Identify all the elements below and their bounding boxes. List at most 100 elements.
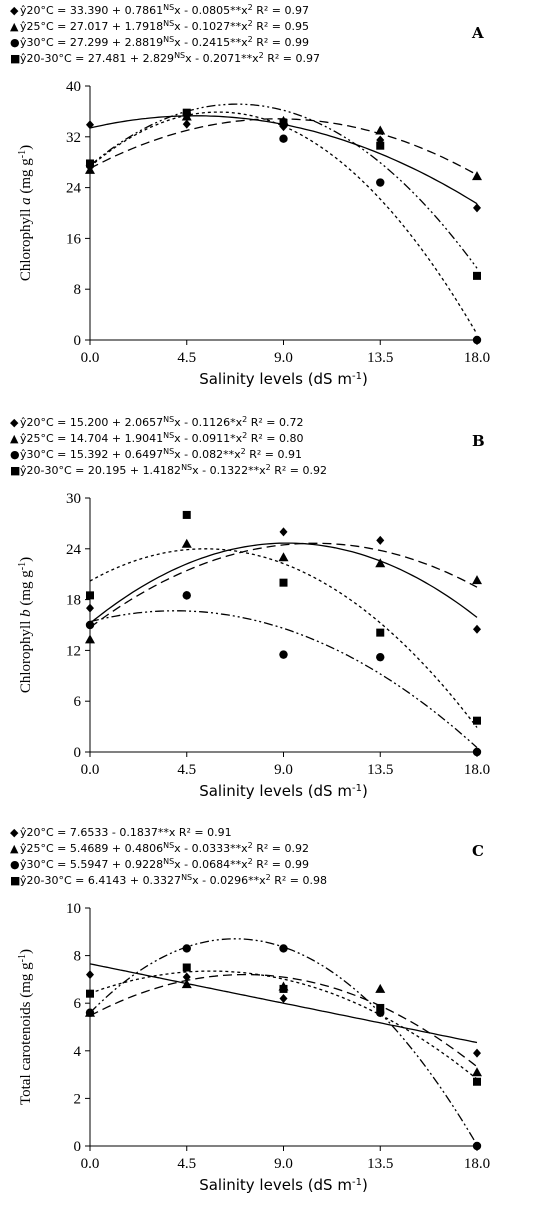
x-axis-label: Salinity levels (dS m-1) <box>199 782 368 800</box>
regression-equation: ŷ20°C = 7.6533 - 0.1837**x R² = 0.91 <box>20 826 232 839</box>
equation-middle: x - 0.082**x <box>174 448 241 461</box>
data-point-circle <box>376 652 385 662</box>
equation-significance: NS <box>163 415 174 424</box>
equation-significance: NS <box>163 3 174 12</box>
y-tick-label: 10 <box>66 901 81 917</box>
equation-lead: ŷ25°C = 5.4689 + 0.4806 <box>20 842 163 855</box>
data-point-circle <box>376 178 385 187</box>
equation-middle: x - 0.0805**x <box>174 4 248 17</box>
panel-b: ◆ ŷ20°C = 15.200 + 2.0657NSx - 0.1126*x2 … <box>10 415 490 800</box>
x-tick-label: 13.5 <box>367 1156 393 1172</box>
x-tick-label: 9.0 <box>274 762 293 778</box>
data-point-triangle <box>472 1067 482 1077</box>
fit-curve-circle <box>90 610 478 749</box>
y-tick-label: 0 <box>74 333 82 349</box>
data-point-triangle <box>472 171 482 181</box>
data-point-circle <box>279 944 288 953</box>
fit-curve-diamond <box>90 963 478 1044</box>
y-label-end: ) <box>18 145 34 150</box>
data-point-diamond <box>376 535 385 545</box>
y-label-end: ) <box>18 949 34 954</box>
x-tick-label: 9.0 <box>274 1156 293 1172</box>
x-label-end: ) <box>362 370 368 388</box>
y-label-unit: (mg g <box>18 158 34 198</box>
fit-curve-triangle <box>90 973 478 1068</box>
x-tick-label: 18.0 <box>464 350 490 366</box>
regression-equation: ŷ20°C = 15.200 + 2.0657NSx - 0.1126*x2 R… <box>20 415 304 429</box>
y-tick-label: 6 <box>74 996 82 1012</box>
fit-curve-square <box>90 970 478 1080</box>
regression-equation: ŷ30°C = 15.392 + 0.6497NSx - 0.082**x2 R… <box>20 447 302 461</box>
panel-letter: A <box>471 24 484 42</box>
equation-exponent: 2 <box>248 3 253 12</box>
equation-exponent: 2 <box>248 35 253 44</box>
equation-r-squared: R² = 0.98 <box>271 874 327 887</box>
data-point-square <box>279 578 288 587</box>
equation-r-squared: R² = 0.95 <box>253 20 309 33</box>
panel-a: ◆ ŷ20°C = 33.390 + 0.7861NSx - 0.0805**x2… <box>10 3 490 388</box>
x-axis-label: Salinity levels (dS m-1) <box>199 370 368 388</box>
data-point-circle <box>472 335 482 345</box>
equation-lead: ŷ20-30°C = 6.4143 + 0.3327 <box>20 874 181 887</box>
y-axis-label: Chlorophyll b (mg g-1) <box>17 557 34 693</box>
equation-middle: x - 0.1027**x <box>174 20 248 33</box>
equation-middle: x - 0.1126*x <box>174 416 242 429</box>
equation-r-squared: R² = 0.91 <box>175 826 231 839</box>
regression-equation: ŷ25°C = 5.4689 + 0.4806NSx - 0.0333**x2 … <box>20 841 309 855</box>
equation-r-squared: R² = 0.92 <box>271 464 327 477</box>
y-label-main: Chlorophyll <box>18 205 34 281</box>
y-tick-label: 24 <box>66 542 82 558</box>
legend-marker-triangle: ▲ <box>10 20 19 33</box>
data-point-triangle <box>278 552 289 562</box>
equation-exponent: 2 <box>248 841 253 850</box>
panel-letter: C <box>472 842 484 860</box>
legend-marker-square: ■ <box>10 874 20 887</box>
data-point-diamond <box>182 972 191 982</box>
x-tick-label: 9.0 <box>274 350 293 366</box>
data-point-diamond <box>86 120 94 130</box>
equation-lead: ŷ20°C = 7.6533 - 0.1837**x <box>20 826 176 839</box>
legend-marker-square: ■ <box>10 52 20 65</box>
data-point-square <box>86 159 94 168</box>
data-point-square <box>182 510 191 519</box>
equation-middle: x - 0.0296**x <box>192 874 266 887</box>
data-point-square <box>376 628 385 637</box>
regression-equation: ŷ20-30°C = 27.481 + 2.829NSx - 0.2071**x… <box>20 51 320 65</box>
y-axis-label: Chlorophyll a (mg g-1) <box>17 145 34 281</box>
data-point-circle <box>85 620 95 630</box>
equation-significance: NS <box>163 19 174 28</box>
x-label-main: Salinity levels (dS m <box>199 1176 352 1194</box>
y-tick-label: 24 <box>66 181 82 197</box>
x-label-main: Salinity levels (dS m <box>199 370 352 388</box>
data-point-square <box>182 108 191 117</box>
y-label-italic: a <box>18 197 34 205</box>
regression-equation: ŷ25°C = 14.704 + 1.9041NSx - 0.0911*x2 R… <box>20 431 304 445</box>
y-tick-label: 0 <box>74 1139 82 1155</box>
x-tick-label: 0.0 <box>81 1156 100 1172</box>
equation-exponent: 2 <box>248 19 253 28</box>
x-label-main: Salinity levels (dS m <box>199 782 352 800</box>
data-point-square <box>86 989 94 998</box>
y-axis-label: Total carotenoids (mg g-1) <box>17 949 34 1105</box>
y-tick-label: 0 <box>74 745 82 761</box>
legend-marker-circle: ● <box>10 858 20 871</box>
y-tick-label: 8 <box>74 282 82 298</box>
x-tick-label: 0.0 <box>81 350 100 366</box>
equation-significance: NS <box>163 431 174 440</box>
x-tick-label: 4.5 <box>177 350 196 366</box>
equation-exponent: 2 <box>266 873 271 882</box>
legend-marker-diamond: ◆ <box>10 416 19 429</box>
data-point-square <box>376 1003 385 1012</box>
equation-exponent: 2 <box>242 415 247 424</box>
data-point-square <box>473 271 481 280</box>
x-tick-label: 18.0 <box>464 762 490 778</box>
equation-significance: NS <box>181 463 192 472</box>
data-point-circle <box>279 650 288 659</box>
data-point-square <box>473 1077 481 1086</box>
data-point-triangle <box>375 125 386 135</box>
y-tick-label: 30 <box>66 491 81 507</box>
equation-exponent: 2 <box>266 463 271 472</box>
equation-middle: x - 0.0911*x <box>174 432 242 445</box>
fit-curve-diamond <box>90 542 478 624</box>
